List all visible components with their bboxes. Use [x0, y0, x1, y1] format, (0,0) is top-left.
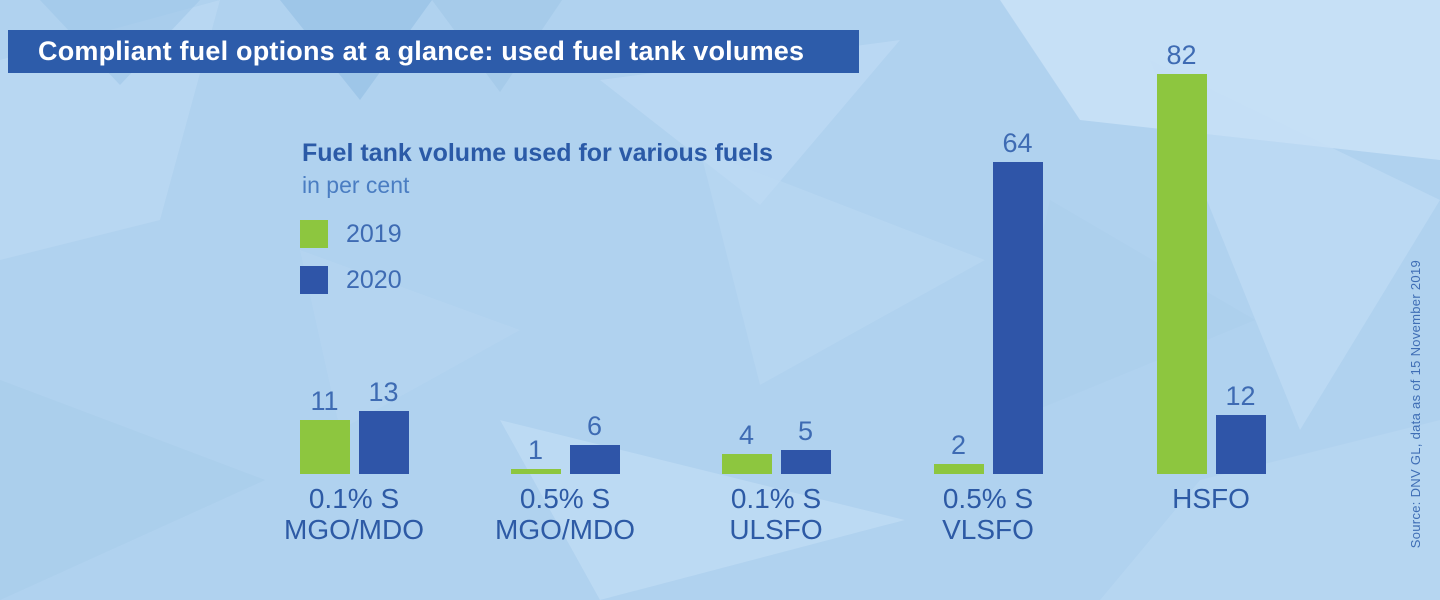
bar-with-value: 12 [1215, 381, 1266, 474]
legend-item-2020: 2020 [300, 266, 402, 294]
bar-with-value: 2 [933, 430, 984, 474]
bar-2020 [569, 445, 620, 474]
bar-2019 [510, 469, 561, 474]
bar-value-label: 6 [586, 411, 603, 441]
bar-value-label: 4 [738, 420, 755, 450]
category-label: 0.5% S MGO/MDO [495, 483, 635, 545]
bar-with-value: 5 [780, 416, 831, 474]
bar-value-label: 13 [368, 377, 399, 407]
category-label: 0.1% S ULSFO [729, 483, 823, 545]
legend-item-2019: 2019 [300, 220, 402, 248]
bar-2020 [780, 450, 831, 474]
legend-swatch-2019-icon [300, 220, 328, 248]
bar-value-label: 82 [1166, 40, 1197, 70]
bar-with-value: 13 [358, 377, 409, 474]
bar-group: 2 64 [933, 128, 1043, 474]
bar-2020 [1215, 415, 1266, 474]
category-label: HSFO [1172, 483, 1250, 514]
bar-2019 [299, 420, 350, 474]
bar-value-label: 5 [797, 416, 814, 446]
legend-label-2020: 2020 [346, 265, 402, 294]
bar-group: 11 13 [299, 377, 409, 474]
legend-swatch-2020-icon [300, 266, 328, 294]
bar-with-value: 6 [569, 411, 620, 474]
bar-value-label: 2 [950, 430, 967, 460]
category-label: 0.5% S VLSFO [942, 483, 1034, 545]
chart-title: Fuel tank volume used for various fuels [302, 139, 773, 167]
bar-group: 82 12 [1156, 40, 1266, 474]
bar-with-value: 82 [1156, 40, 1207, 474]
bar-value-label: 64 [1002, 128, 1033, 158]
bar-2020 [992, 162, 1043, 474]
bar-with-value: 1 [510, 435, 561, 474]
bar-value-label: 12 [1225, 381, 1256, 411]
category-label: 0.1% S MGO/MDO [284, 483, 424, 545]
bar-with-value: 11 [299, 386, 350, 474]
bar-with-value: 4 [721, 420, 772, 474]
bar-value-label: 11 [310, 386, 339, 416]
title-banner: Compliant fuel options at a glance: used… [8, 30, 859, 73]
chart-header: Fuel tank volume used for various fuels … [302, 138, 773, 200]
page-title: Compliant fuel options at a glance: used… [38, 36, 805, 66]
bar-2020 [358, 411, 409, 474]
bar-value-label: 1 [527, 435, 544, 465]
bar-with-value: 64 [992, 128, 1043, 474]
chart-subtitle: in per cent [302, 172, 410, 198]
legend-label-2019: 2019 [346, 219, 402, 248]
legend: 2019 2020 [300, 220, 402, 294]
bar-2019 [933, 464, 984, 474]
source-note: Source: DNV GL, data as of 15 November 2… [1408, 259, 1423, 548]
bar-2019 [721, 454, 772, 474]
bar-2019 [1156, 74, 1207, 474]
